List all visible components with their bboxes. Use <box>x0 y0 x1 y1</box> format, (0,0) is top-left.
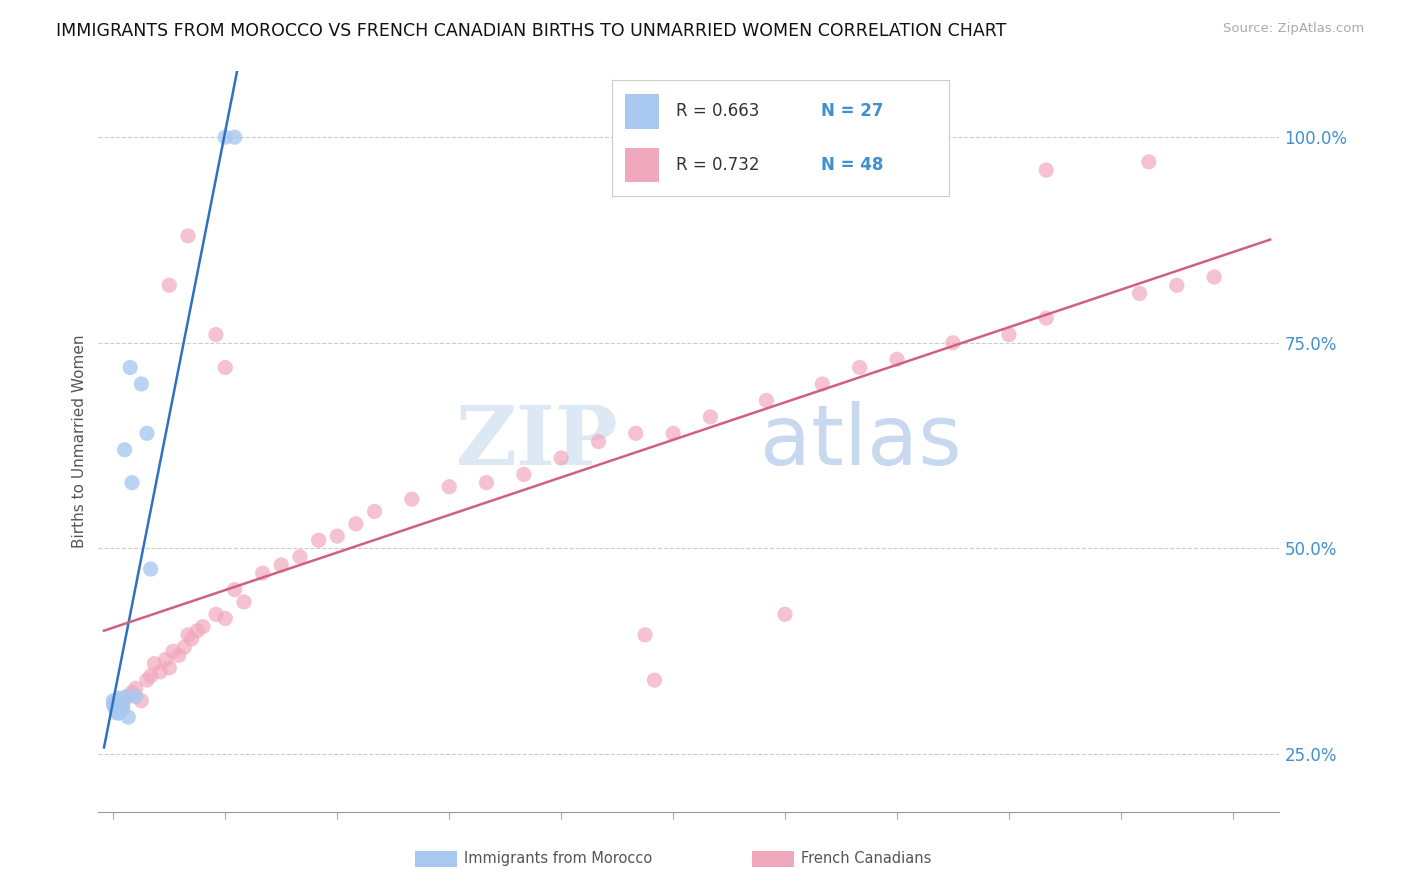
Point <box>105 702 128 716</box>
Point <box>848 360 870 375</box>
Point <box>214 360 236 375</box>
Y-axis label: Births to Unmarried Women: Births to Unmarried Women <box>72 334 87 549</box>
Point <box>191 619 214 633</box>
Point <box>103 694 125 708</box>
Point <box>1035 163 1057 178</box>
Point <box>105 706 128 720</box>
Text: R = 0.663: R = 0.663 <box>676 102 759 120</box>
Point <box>308 533 330 548</box>
Point <box>104 702 127 716</box>
Point <box>252 566 274 581</box>
Point <box>270 558 292 572</box>
Text: French Canadians: French Canadians <box>801 852 932 866</box>
Point <box>699 409 721 424</box>
Point <box>108 691 131 706</box>
Point <box>326 529 349 543</box>
Point <box>121 685 143 699</box>
Point <box>121 475 143 490</box>
Point <box>173 640 195 655</box>
Point <box>149 665 172 679</box>
Point <box>205 607 228 622</box>
Text: R = 0.732: R = 0.732 <box>676 156 759 174</box>
Point <box>111 694 134 708</box>
Point <box>513 467 536 482</box>
Point <box>125 690 148 704</box>
Point <box>167 648 190 663</box>
Point <box>224 130 246 145</box>
Point <box>550 450 572 465</box>
Point <box>1137 154 1160 169</box>
Point <box>1204 270 1226 285</box>
Point <box>634 628 657 642</box>
Point <box>1128 286 1150 301</box>
Point <box>643 673 665 687</box>
Point <box>108 706 131 720</box>
Point <box>588 434 610 449</box>
Point <box>111 698 134 712</box>
Point <box>111 702 134 716</box>
Point <box>288 549 311 564</box>
Point <box>117 710 139 724</box>
Point <box>105 699 128 714</box>
Point <box>131 694 153 708</box>
Point <box>139 669 162 683</box>
Point <box>186 624 208 638</box>
Point <box>224 582 246 597</box>
Point <box>157 278 180 293</box>
Point <box>942 335 965 350</box>
Point <box>131 376 153 391</box>
Point <box>110 699 132 714</box>
Point <box>214 130 236 145</box>
Point <box>143 657 166 671</box>
Point <box>233 595 256 609</box>
Point <box>811 376 834 391</box>
Point <box>886 352 908 367</box>
Point <box>180 632 202 646</box>
Point <box>105 694 128 708</box>
Text: atlas: atlas <box>759 401 962 482</box>
Point <box>363 504 385 518</box>
FancyBboxPatch shape <box>626 95 659 129</box>
Point <box>1166 278 1188 293</box>
Point <box>114 442 136 457</box>
Point <box>662 426 685 441</box>
Text: ZIP: ZIP <box>456 401 619 482</box>
Point <box>139 562 162 576</box>
Point <box>136 673 159 687</box>
Text: N = 48: N = 48 <box>821 156 883 174</box>
Point <box>104 699 127 714</box>
Point <box>205 327 228 342</box>
Point <box>755 393 778 408</box>
Point <box>103 698 125 712</box>
Text: N = 27: N = 27 <box>821 102 883 120</box>
Point <box>475 475 498 490</box>
Text: Source: ZipAtlas.com: Source: ZipAtlas.com <box>1223 22 1364 36</box>
FancyBboxPatch shape <box>626 147 659 182</box>
Point <box>437 480 460 494</box>
Point <box>110 696 132 710</box>
Point <box>1035 311 1057 326</box>
Point <box>162 644 184 658</box>
Point <box>115 690 138 704</box>
Point <box>155 652 177 666</box>
Point <box>177 228 200 243</box>
Point <box>773 607 796 622</box>
Point <box>120 360 142 375</box>
Point <box>117 690 139 704</box>
Text: IMMIGRANTS FROM MOROCCO VS FRENCH CANADIAN BIRTHS TO UNMARRIED WOMEN CORRELATION: IMMIGRANTS FROM MOROCCO VS FRENCH CANADI… <box>56 22 1007 40</box>
Point <box>214 611 236 625</box>
Point <box>998 327 1021 342</box>
Point <box>177 628 200 642</box>
Point <box>401 492 423 507</box>
Point <box>125 681 148 696</box>
Point <box>104 696 127 710</box>
Point <box>624 426 647 441</box>
Text: Immigrants from Morocco: Immigrants from Morocco <box>464 852 652 866</box>
Point <box>157 661 180 675</box>
Point <box>136 426 159 441</box>
Point <box>108 698 131 712</box>
Point <box>344 516 367 531</box>
